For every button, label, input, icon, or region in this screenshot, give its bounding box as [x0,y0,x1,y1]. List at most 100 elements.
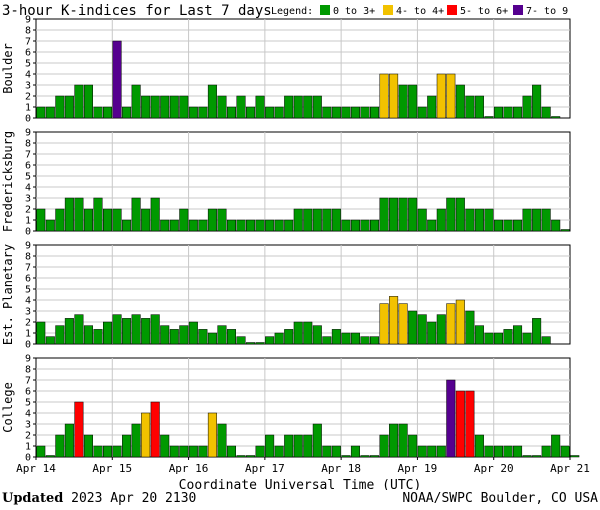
bar [207,208,217,232]
bar [293,208,303,232]
bar [217,95,227,119]
bar [217,208,227,232]
bar [303,95,313,119]
y-tick-label: 5 [25,59,31,70]
bar [474,434,484,458]
bar [83,208,93,232]
bar [150,95,160,119]
y-tick-label: 4 [25,183,31,194]
bar [341,332,351,345]
bar [446,73,456,119]
bar [446,379,456,458]
bar [255,445,265,458]
bar [493,445,504,458]
bar [350,219,360,232]
bar [246,219,256,232]
bar [198,219,208,232]
bar [160,325,170,345]
bar [274,106,284,119]
bar [455,197,465,232]
bar [398,84,408,119]
bar [160,434,170,458]
y-tick-label: 6 [25,48,31,59]
legend-swatch-3 [447,5,457,15]
x-tick-label: Apr 16 [169,462,209,475]
y-tick-label: 1 [25,216,31,227]
bar [370,106,380,119]
panel-frame [35,357,571,458]
x-tick-label: Apr 18 [321,462,361,475]
bar [179,445,189,458]
bar [74,197,84,232]
bar [322,336,332,345]
bar [455,84,465,119]
y-tick-label: 1 [25,103,31,114]
y-tick-label: 8 [25,26,31,37]
bar [122,318,132,345]
y-tick-label: 7 [25,37,31,48]
bar [379,434,389,458]
panel-name: Boulder [1,43,15,94]
bar [246,455,256,458]
bar [36,208,46,232]
y-tick-label: 9 [25,15,31,26]
y-tick-label: 6 [25,387,31,398]
bar [45,336,55,345]
bar [446,197,456,232]
bar [83,325,93,345]
bar [474,325,484,345]
bar [389,296,399,345]
bar [236,95,246,119]
y-tick-label: 4 [25,409,31,420]
bar [513,106,523,119]
bar [389,423,399,458]
y-tick-label: 7 [25,263,31,274]
bar [503,106,513,119]
bar [455,299,465,345]
panel-name: College [1,382,15,433]
bar [131,314,141,345]
bar [198,106,208,119]
bar [513,219,523,232]
bar [169,445,179,458]
bar [293,95,303,119]
bar [322,106,332,119]
x-axis-label: Coordinate Universal Time (UTC) [179,478,422,490]
x-tick-label: Apr 14 [16,462,56,475]
bar [150,401,160,458]
bar [74,84,84,119]
bar [160,219,170,232]
bar [265,219,275,232]
panel-name: Fredericksburg [1,131,15,232]
legend-swatch-2 [383,5,393,15]
bar [312,95,322,119]
y-tick-label: 8 [25,252,31,263]
bar [274,219,284,232]
bar [207,84,217,119]
bar [236,219,246,232]
bar [112,208,122,232]
legend: Legend: 0 to 3+ 4- to 4+ 5- to 6+ 7- to 9 [271,5,568,17]
bar [255,95,265,119]
y-tick-label: 2 [25,431,31,442]
bar [83,84,93,119]
bar [226,329,236,345]
bar [93,445,103,458]
bar [188,219,198,232]
bar [265,434,275,458]
bar [284,95,294,119]
panel-frame [35,131,571,232]
bar [398,423,408,458]
bar [484,332,494,345]
bar [303,434,313,458]
bar [274,332,284,345]
bar [131,84,141,119]
bar [303,208,313,232]
y-tick-label: 7 [25,376,31,387]
bar [408,84,418,119]
y-tick-label: 3 [25,194,31,205]
bar [417,445,427,458]
bar [417,208,427,232]
bar [55,434,65,458]
